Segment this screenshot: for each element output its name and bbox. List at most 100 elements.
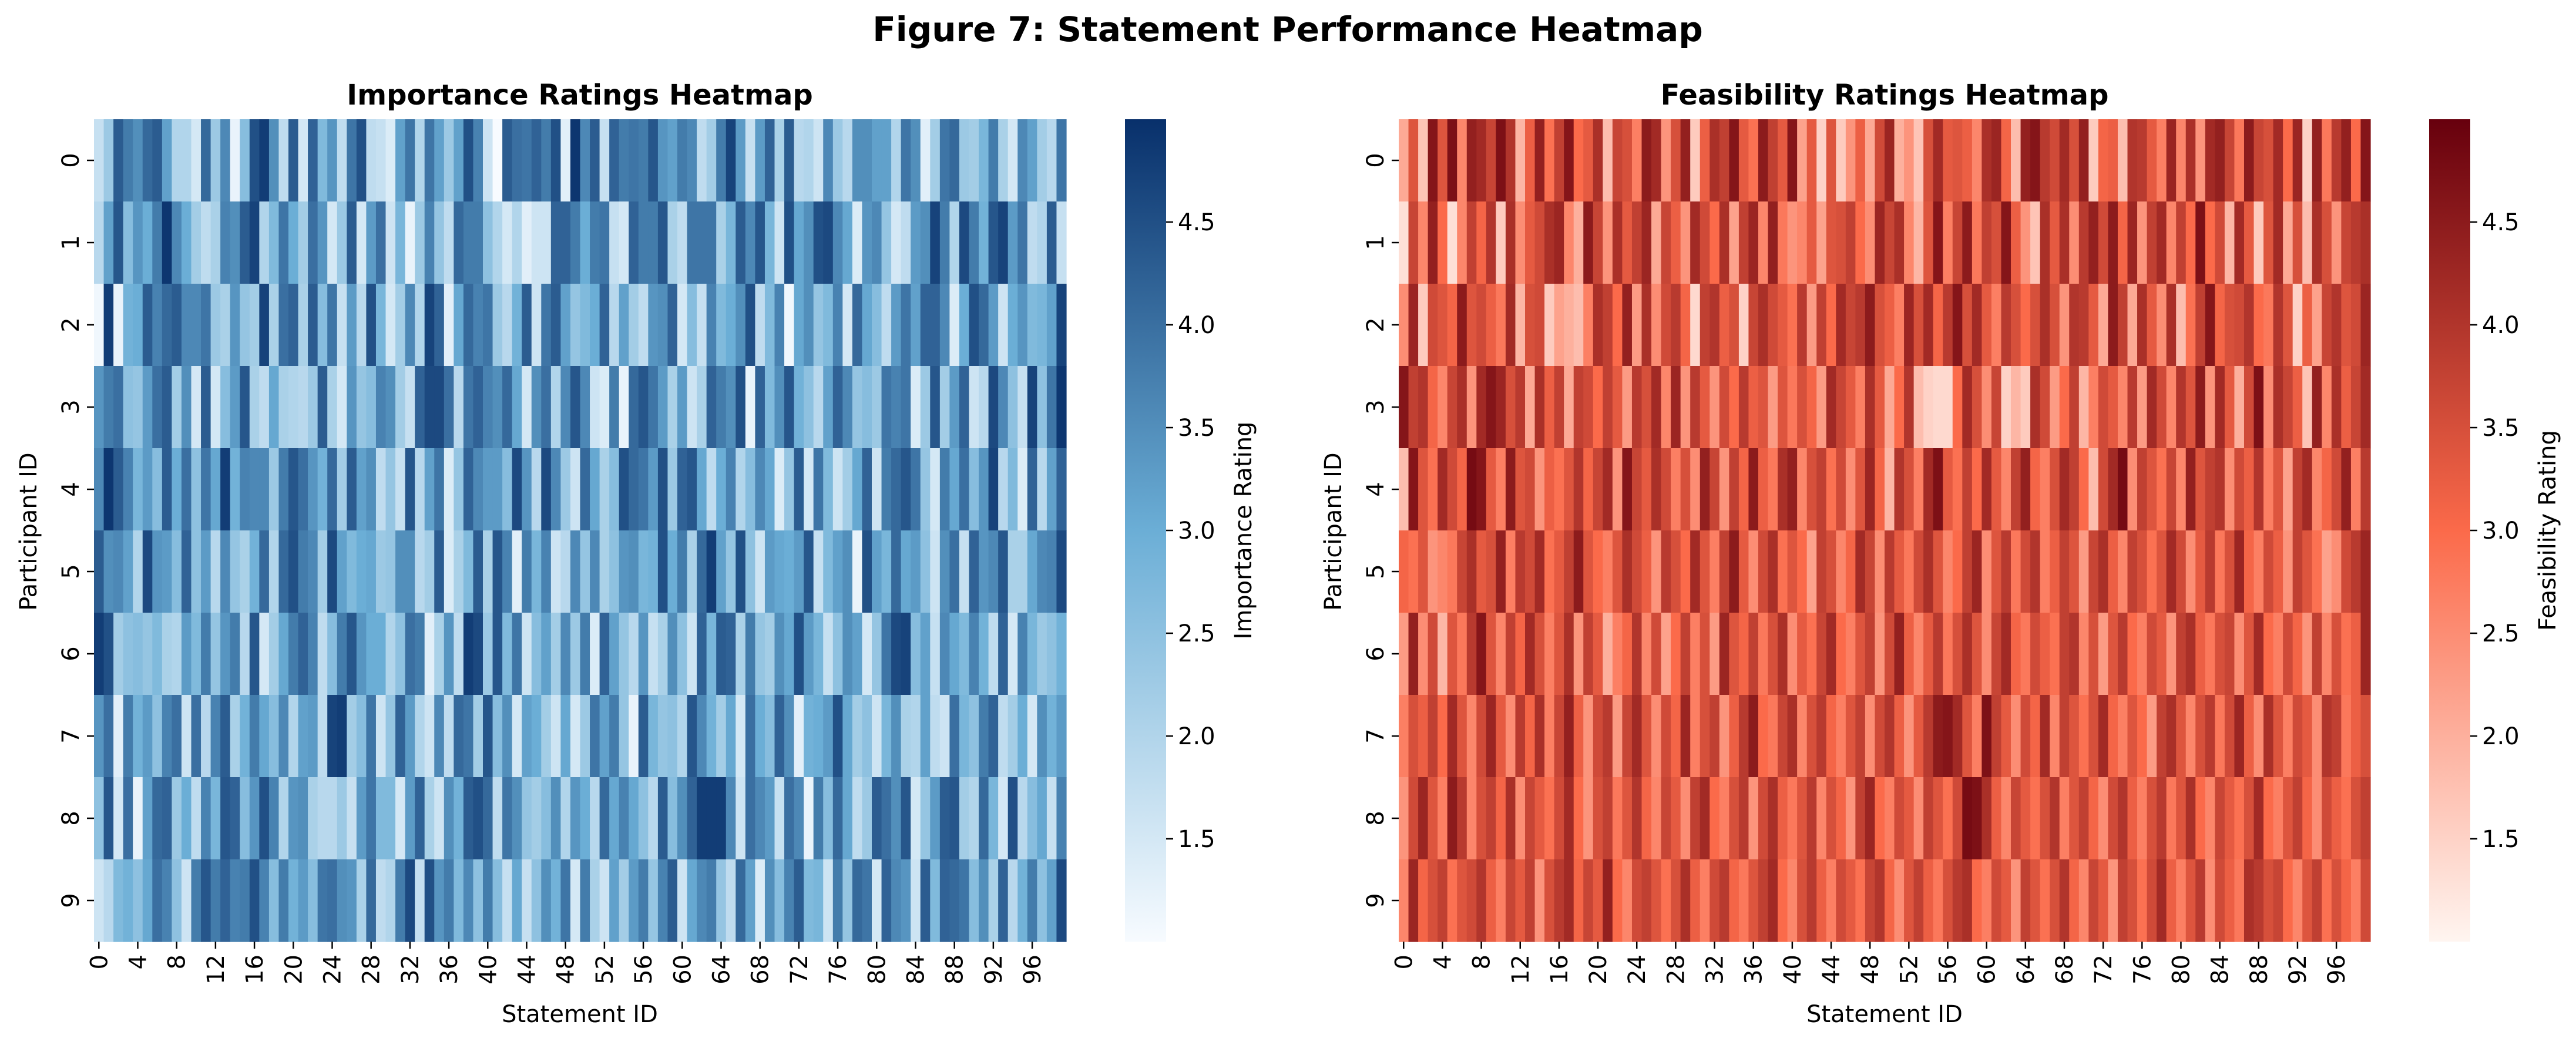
importance-y-tick-label: 0 xyxy=(58,153,85,167)
feasibility-cell xyxy=(1700,201,1710,284)
feasibility-colorbar-tick-label: 3.5 xyxy=(2482,415,2520,442)
importance-cell xyxy=(697,859,707,942)
feasibility-cell xyxy=(1768,695,1778,778)
feasibility-cell xyxy=(2001,777,2011,860)
feasibility-cell xyxy=(2059,448,2070,531)
feasibility-cell xyxy=(2331,448,2342,531)
feasibility-cell xyxy=(1729,119,1739,202)
importance-cell xyxy=(123,119,133,202)
feasibility-cell xyxy=(1554,284,1564,367)
importance-cell xyxy=(920,366,931,449)
feasibility-cell xyxy=(1913,119,1924,202)
importance-cell xyxy=(395,119,406,202)
importance-cell xyxy=(268,119,280,202)
importance-cell xyxy=(959,859,970,942)
importance-cell xyxy=(210,859,221,942)
importance-cell xyxy=(550,777,561,860)
importance-cell xyxy=(337,613,347,695)
feasibility-cell xyxy=(1525,530,1536,613)
feasibility-cell xyxy=(1603,448,1613,531)
importance-cell xyxy=(901,695,911,778)
feasibility-cell xyxy=(2030,530,2041,613)
feasibility-cell xyxy=(2263,777,2274,860)
feasibility-cell xyxy=(2059,284,2070,367)
feasibility-cell xyxy=(1787,448,1798,531)
feasibility-cell xyxy=(2137,284,2148,367)
feasibility-cell xyxy=(2020,119,2031,202)
feasibility-cell xyxy=(1758,613,1769,695)
feasibility-cell xyxy=(2098,859,2109,942)
importance-cell xyxy=(405,777,415,860)
feasibility-cell xyxy=(2176,366,2187,449)
feasibility-cell xyxy=(2312,859,2322,942)
feasibility-cell xyxy=(1525,119,1536,202)
importance-cell xyxy=(755,119,765,202)
importance-cell xyxy=(133,695,143,778)
importance-cell xyxy=(249,530,260,613)
feasibility-cell xyxy=(2253,695,2264,778)
importance-cell xyxy=(152,448,163,531)
importance-cell xyxy=(988,613,999,695)
importance-cell xyxy=(560,695,571,778)
importance-cell xyxy=(1037,366,1047,449)
importance-cell xyxy=(347,119,357,202)
feasibility-cell xyxy=(2050,448,2060,531)
feasibility-cell xyxy=(1428,777,1438,860)
feasibility-x-tick-label: 40 xyxy=(1779,955,1806,984)
feasibility-colorbar-tick-label: 2.0 xyxy=(2482,723,2520,750)
importance-cell xyxy=(988,448,999,531)
importance-cell xyxy=(638,201,649,284)
feasibility-cell xyxy=(2195,201,2206,284)
feasibility-cell xyxy=(1700,448,1710,531)
feasibility-cell xyxy=(1466,448,1477,531)
importance-cell xyxy=(347,613,357,695)
feasibility-cell xyxy=(2302,201,2313,284)
feasibility-cell xyxy=(2331,859,2342,942)
feasibility-cell xyxy=(1447,530,1457,613)
importance-cell xyxy=(697,530,707,613)
feasibility-cell xyxy=(2011,613,2021,695)
feasibility-cell xyxy=(2069,201,2080,284)
importance-cell xyxy=(366,530,377,613)
importance-cell xyxy=(764,201,775,284)
feasibility-colorbar-tick-label: 4.5 xyxy=(2482,209,2520,236)
importance-cell xyxy=(103,284,114,367)
importance-cell xyxy=(1046,530,1057,613)
importance-cell xyxy=(979,695,989,778)
feasibility-cell xyxy=(2040,777,2050,860)
feasibility-cell xyxy=(2205,119,2215,202)
feasibility-cell xyxy=(1408,777,1419,860)
importance-cell xyxy=(375,119,387,202)
feasibility-x-tick-label: 0 xyxy=(1391,955,1418,969)
importance-cell xyxy=(298,859,308,942)
feasibility-cell xyxy=(2292,777,2303,860)
importance-cell xyxy=(706,613,717,695)
feasibility-cell xyxy=(1991,777,2002,860)
feasibility-cell xyxy=(1885,613,1895,695)
importance-cell xyxy=(483,859,493,942)
feasibility-cell xyxy=(1710,695,1720,778)
feasibility-cell xyxy=(2322,859,2332,942)
importance-cell xyxy=(745,613,755,695)
importance-cell xyxy=(201,777,211,860)
importance-cell xyxy=(103,366,114,449)
importance-x-tick-label: 20 xyxy=(280,955,307,984)
importance-cell xyxy=(677,695,688,778)
feasibility-cell xyxy=(2147,613,2157,695)
feasibility-cell xyxy=(1875,448,1885,531)
feasibility-cell xyxy=(2292,366,2303,449)
importance-cell xyxy=(1007,119,1018,202)
importance-colorbar-tick-label: 4.5 xyxy=(1178,209,1215,236)
feasibility-cell xyxy=(1875,119,1885,202)
importance-y-tick-label: 1 xyxy=(58,235,85,250)
feasibility-cell xyxy=(2205,695,2215,778)
importance-cell xyxy=(1056,695,1067,778)
feasibility-cell xyxy=(1875,284,1885,367)
feasibility-cell xyxy=(2283,530,2293,613)
importance-cell xyxy=(473,201,483,284)
feasibility-cell xyxy=(1418,284,1429,367)
feasibility-cell xyxy=(2108,201,2118,284)
importance-cell xyxy=(347,284,357,367)
feasibility-cell xyxy=(1534,613,1545,695)
feasibility-cell xyxy=(2273,284,2283,367)
